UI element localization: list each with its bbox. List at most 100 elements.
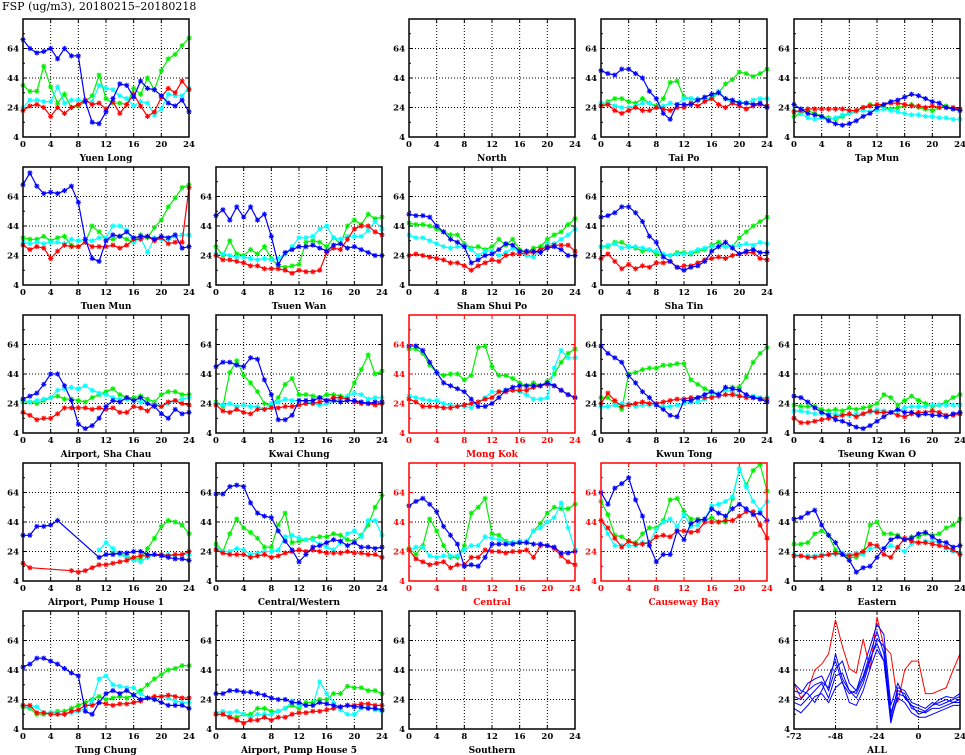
data-point-cyan (565, 232, 571, 238)
data-point-red (908, 103, 915, 109)
x-tick-label: 20 (541, 140, 553, 150)
data-point-blue (172, 103, 178, 109)
data-point-cyan (674, 523, 680, 530)
data-point-blue (819, 409, 825, 415)
data-point-green (612, 532, 618, 538)
data-point-blue (743, 506, 749, 512)
data-point-blue (565, 392, 571, 398)
data-point-blue (626, 475, 632, 481)
data-point-blue (839, 122, 846, 128)
x-tick-label: 8 (268, 436, 274, 446)
data-point-green (482, 495, 488, 501)
data-point-red (639, 541, 646, 547)
x-tick-label: 8 (461, 140, 467, 150)
data-point-cyan (179, 232, 185, 238)
data-point-cyan (936, 402, 942, 408)
data-point-blue (317, 699, 323, 706)
data-point-cyan (103, 235, 109, 241)
data-point-green (103, 389, 109, 395)
data-point-green (743, 229, 749, 235)
data-point-green (915, 397, 922, 404)
y-tick-label: 64 (200, 489, 212, 499)
data-point-red (881, 409, 887, 415)
data-point-green (324, 392, 330, 398)
panel-frame (215, 462, 383, 582)
y-tick-label: 4 (591, 133, 597, 143)
data-point-cyan (489, 535, 495, 541)
data-point-blue (372, 705, 378, 711)
x-tick-label: 12 (486, 584, 498, 594)
y-tick-label: 24 (393, 400, 405, 410)
y-tick-label: 24 (7, 696, 19, 706)
data-point-red (89, 406, 95, 412)
data-point-cyan (48, 239, 54, 245)
x-tick-label: 8 (653, 288, 659, 298)
data-point-blue (41, 381, 47, 387)
data-point-red (158, 403, 164, 410)
x-tick-label: 16 (899, 436, 911, 446)
data-point-red (489, 257, 495, 263)
data-point-blue (888, 99, 894, 105)
y-tick-label: 44 (778, 518, 790, 528)
data-point-green (565, 221, 571, 228)
data-point-green (819, 406, 825, 412)
data-point-green (950, 522, 956, 528)
data-point-blue (268, 695, 274, 701)
data-point-red (915, 409, 922, 415)
data-point-green (729, 76, 736, 83)
data-point-blue (172, 232, 178, 238)
data-point-cyan (261, 711, 268, 717)
x-tick-label: 4 (626, 288, 632, 298)
y-tick-label: 64 (585, 193, 597, 203)
y-tick-label: 4 (13, 429, 19, 439)
data-point-blue (929, 412, 935, 418)
data-point-red (510, 548, 516, 555)
data-point-red (632, 541, 639, 547)
data-point-red (496, 389, 502, 395)
data-point-red (165, 692, 171, 698)
data-point-cyan (667, 403, 673, 410)
data-point-cyan (372, 395, 378, 401)
data-point-blue (365, 249, 371, 256)
data-point-red (420, 252, 426, 259)
y-tick-label: 44 (778, 370, 790, 380)
x-tick-label: 24 (954, 140, 965, 150)
data-point-blue (324, 540, 330, 546)
data-point-cyan (660, 403, 666, 410)
data-point-red (75, 244, 81, 250)
data-point-red (103, 406, 109, 412)
data-point-green (757, 461, 763, 468)
data-point-red (131, 91, 137, 97)
data-point-green (151, 676, 158, 682)
data-point-blue (537, 383, 544, 389)
data-point-cyan (310, 233, 316, 239)
x-tick-label: 24 (954, 436, 965, 446)
x-tick-label: 12 (486, 288, 498, 298)
data-point-green (358, 366, 364, 373)
data-point-blue (825, 412, 832, 418)
data-point-cyan (874, 406, 880, 412)
data-point-red (895, 100, 901, 106)
data-point-red (736, 103, 742, 109)
data-point-cyan (131, 239, 137, 245)
data-point-green (365, 688, 371, 694)
data-point-red (454, 562, 461, 568)
data-point-red (282, 267, 288, 273)
x-tick-label: 0 (791, 436, 797, 446)
data-point-blue (275, 261, 281, 267)
data-point-red (54, 248, 61, 254)
data-point-blue (510, 242, 516, 248)
data-point-blue (289, 247, 295, 253)
data-point-cyan (234, 545, 240, 552)
data-point-red (832, 414, 839, 420)
data-point-green (819, 528, 825, 534)
x-tick-label: 24 (183, 436, 195, 446)
data-point-green (179, 392, 185, 398)
data-point-green (117, 100, 123, 106)
data-point-red (757, 255, 763, 262)
data-point-cyan (929, 402, 935, 408)
data-point-blue (653, 402, 659, 408)
data-point-red (825, 415, 832, 421)
data-point-blue (296, 699, 302, 706)
x-tick-label: 20 (155, 288, 167, 298)
